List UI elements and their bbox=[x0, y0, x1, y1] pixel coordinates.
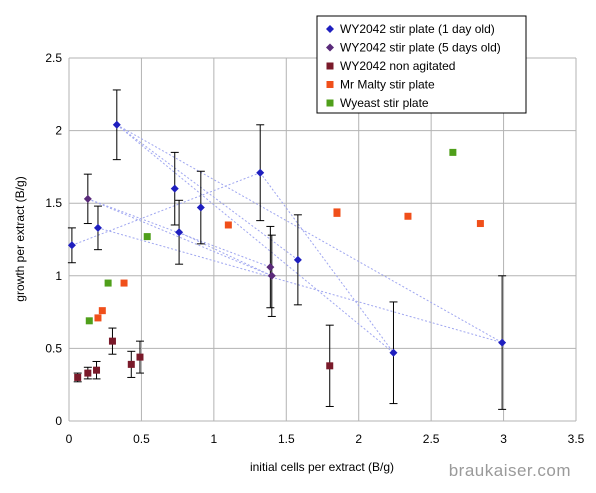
data-point bbox=[127, 360, 135, 368]
y-tick-labels: 0 0.5 1 1.5 2 2.5 bbox=[45, 51, 62, 428]
data-point bbox=[404, 212, 412, 220]
y-tick-label: 1.5 bbox=[45, 196, 62, 210]
legend: WY2042 stir plate (1 day old) WY2042 stir… bbox=[316, 15, 527, 114]
y-tick-label: 2 bbox=[55, 124, 62, 138]
y-axis-title: growth per extract (B/g) bbox=[13, 176, 27, 301]
data-point bbox=[93, 223, 102, 232]
legend-item: Wyeast stir plate bbox=[326, 96, 429, 110]
legend-item: WY2042 non agitated bbox=[326, 59, 455, 73]
data-point bbox=[170, 184, 179, 193]
data-point bbox=[266, 263, 275, 272]
legend-label: Mr Malty stir plate bbox=[340, 78, 435, 92]
connector-line bbox=[116, 124, 394, 354]
data-point bbox=[74, 373, 82, 381]
legend-marker bbox=[326, 99, 334, 107]
connector-line bbox=[87, 198, 272, 277]
legend-marker bbox=[326, 62, 334, 70]
data-point bbox=[98, 307, 106, 315]
connector-line bbox=[97, 227, 503, 344]
x-tick-label: 0.5 bbox=[133, 432, 150, 446]
data-point bbox=[104, 279, 112, 287]
y-tick-label: 1 bbox=[55, 269, 62, 283]
data-point bbox=[83, 194, 92, 203]
legend-label: WY2042 stir plate (5 days old) bbox=[340, 41, 501, 55]
data-point bbox=[498, 338, 507, 347]
data-point bbox=[293, 255, 302, 264]
connector-line bbox=[71, 172, 261, 246]
data-point bbox=[120, 279, 128, 287]
x-tick-label: 0 bbox=[66, 432, 73, 446]
x-tick-label: 3 bbox=[500, 432, 507, 446]
data-point bbox=[256, 168, 265, 177]
data-point bbox=[85, 317, 93, 325]
legend-marker bbox=[326, 43, 334, 52]
data-point bbox=[67, 241, 76, 250]
data-point bbox=[389, 348, 398, 357]
x-tick-label: 2.5 bbox=[423, 432, 440, 446]
data-point bbox=[333, 209, 341, 217]
connector-line bbox=[116, 124, 299, 261]
x-tick-label: 1 bbox=[211, 432, 218, 446]
x-tick-labels: 0 0.5 1 1.5 2 2.5 3 3.5 bbox=[66, 432, 585, 446]
data-point bbox=[94, 314, 102, 322]
data-point bbox=[84, 369, 92, 377]
data-point bbox=[196, 203, 205, 212]
data-point bbox=[326, 362, 334, 370]
data-point bbox=[93, 366, 101, 374]
x-axis-title: initial cells per extract (B/g) bbox=[250, 460, 394, 474]
legend-item: Mr Malty stir plate bbox=[326, 78, 435, 92]
watermark-text: braukaiser.com bbox=[449, 461, 571, 480]
legend-label: WY2042 non agitated bbox=[340, 59, 455, 73]
y-tick-label: 2.5 bbox=[45, 51, 62, 65]
x-tick-label: 3.5 bbox=[568, 432, 585, 446]
legend-item: WY2042 stir plate (1 day old) bbox=[326, 22, 495, 36]
data-point bbox=[112, 120, 121, 129]
legend-label: Wyeast stir plate bbox=[340, 96, 429, 110]
connector-lines bbox=[71, 124, 503, 354]
data-point bbox=[136, 353, 144, 361]
data-point bbox=[449, 148, 457, 156]
data-point bbox=[143, 233, 151, 241]
data-point bbox=[108, 337, 116, 345]
data-point bbox=[224, 221, 232, 229]
legend-box bbox=[316, 15, 527, 114]
data-point bbox=[476, 220, 484, 228]
connector-line bbox=[259, 172, 394, 354]
x-tick-label: 2 bbox=[355, 432, 362, 446]
data-point bbox=[175, 228, 184, 237]
data-markers bbox=[67, 120, 507, 381]
x-tick-label: 1.5 bbox=[278, 432, 295, 446]
y-tick-label: 0.5 bbox=[45, 341, 62, 355]
y-tick-label: 0 bbox=[55, 414, 62, 428]
data-point bbox=[267, 271, 276, 280]
connector-line bbox=[116, 124, 503, 344]
legend-marker bbox=[326, 81, 334, 88]
legend-item: WY2042 stir plate (5 days old) bbox=[326, 41, 501, 55]
legend-marker bbox=[326, 25, 334, 33]
legend-label: WY2042 stir plate (1 day old) bbox=[340, 22, 495, 36]
connector-line bbox=[178, 231, 273, 277]
